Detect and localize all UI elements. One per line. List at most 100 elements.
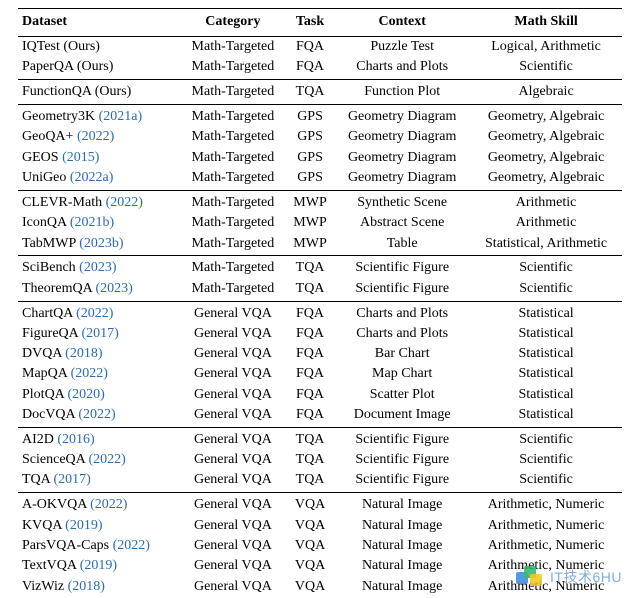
cell-task: MWP <box>286 213 334 233</box>
cell-skill: Arithmetic <box>470 190 622 213</box>
citation-link[interactable]: (2022) <box>76 306 113 321</box>
cell-skill: Arithmetic, Numeric <box>470 493 622 516</box>
cell-category: Math-Targeted <box>180 233 286 256</box>
citation-link[interactable]: (2022) <box>88 452 125 467</box>
cell-category: Math-Targeted <box>180 213 286 233</box>
dataset-name: GEOS <box>22 150 62 165</box>
cell-skill: Arithmetic, Numeric <box>470 536 622 556</box>
cell-context: Natural Image <box>334 576 470 596</box>
datasets-table: Dataset Category Task Context Math Skill… <box>18 8 622 598</box>
cell-dataset: GeoQA+ (2022) <box>18 127 180 147</box>
cell-context: Abstract Scene <box>334 213 470 233</box>
col-task: Task <box>286 9 334 37</box>
cell-context: Natural Image <box>334 536 470 556</box>
citation-link[interactable]: (2021a) <box>99 109 143 124</box>
cell-task: TQA <box>286 80 334 105</box>
cell-category: General VQA <box>180 536 286 556</box>
cell-dataset: DVQA (2018) <box>18 344 180 364</box>
cell-category: Math-Targeted <box>180 168 286 191</box>
cell-context: Natural Image <box>334 515 470 535</box>
cell-context: Puzzle Test <box>334 36 470 57</box>
cell-category: Math-Targeted <box>180 190 286 213</box>
cell-context: Charts and Plots <box>334 324 470 344</box>
cell-task: FQA <box>286 385 334 405</box>
citation-link[interactable]: (2022a) <box>70 170 114 185</box>
cell-dataset: ChartQA (2022) <box>18 301 180 324</box>
dataset-name: VizWiz <box>22 579 68 594</box>
dataset-name: DVQA <box>22 346 65 361</box>
cell-context: Scatter Plot <box>334 385 470 405</box>
citation-link[interactable]: (2017) <box>82 326 119 341</box>
citation-link[interactable]: (2019) <box>65 518 102 533</box>
citation-link[interactable]: (2021b) <box>70 215 114 230</box>
cell-category: General VQA <box>180 364 286 384</box>
citation-link[interactable]: (2023b) <box>79 236 123 251</box>
cell-context: Scientific Figure <box>334 470 470 493</box>
col-dataset: Dataset <box>18 9 180 37</box>
cell-context: Synthetic Scene <box>334 190 470 213</box>
cell-skill: Statistical <box>470 344 622 364</box>
citation-link[interactable]: (2023) <box>95 281 132 296</box>
citation-link[interactable]: (2022) <box>90 497 127 512</box>
citation-link[interactable]: (2017) <box>54 472 91 487</box>
citation-link[interactable]: (2022) <box>71 366 108 381</box>
cell-task: FQA <box>286 324 334 344</box>
citation-link[interactable]: (2022) <box>78 407 115 422</box>
dataset-name: TabMWP <box>22 236 79 251</box>
table-row: VizWiz (2018)General VQAVQANatural Image… <box>18 576 622 596</box>
cell-skill: Statistical, Arithmetic <box>470 233 622 256</box>
cell-context: Charts and Plots <box>334 57 470 80</box>
dataset-name: AI2D <box>22 432 57 447</box>
cell-skill: Arithmetic, Numeric <box>470 515 622 535</box>
cell-context: Function Plot <box>334 80 470 105</box>
cell-category: Math-Targeted <box>180 279 286 302</box>
table-row: ParsVQA-Caps (2022)General VQAVQANatural… <box>18 536 622 556</box>
cell-category: General VQA <box>180 344 286 364</box>
cell-skill: Geometry, Algebraic <box>470 127 622 147</box>
cell-task: GPS <box>286 105 334 128</box>
cell-context: Map Chart <box>334 364 470 384</box>
cell-context: Scientific Figure <box>334 450 470 470</box>
citation-link[interactable]: (2015) <box>62 150 99 165</box>
cell-task: VQA <box>286 515 334 535</box>
cell-skill: Statistical <box>470 364 622 384</box>
dataset-name: GeoQA+ <box>22 129 77 144</box>
cell-skill: Scientific <box>470 427 622 450</box>
citation-link[interactable]: (2019) <box>80 558 117 573</box>
table-row: IQTest (Ours)Math-TargetedFQAPuzzle Test… <box>18 36 622 57</box>
cell-context: Charts and Plots <box>334 301 470 324</box>
citation-link[interactable]: (2023) <box>79 260 116 275</box>
citation-link[interactable]: (2020) <box>68 387 105 402</box>
dataset-name: SciBench <box>22 260 79 275</box>
table-row: TQA (2017)General VQATQAScientific Figur… <box>18 470 622 493</box>
citation-link[interactable]: (2022) <box>106 195 143 210</box>
cell-dataset: TabMWP (2023b) <box>18 233 180 256</box>
col-category: Category <box>180 9 286 37</box>
cell-context: Geometry Diagram <box>334 127 470 147</box>
citation-link[interactable]: (2016) <box>57 432 94 447</box>
cell-dataset: ScienceQA (2022) <box>18 450 180 470</box>
cell-context: Table <box>334 233 470 256</box>
cell-task: GPS <box>286 127 334 147</box>
citation-link[interactable]: (2022) <box>113 538 150 553</box>
cell-context: Scientific Figure <box>334 279 470 302</box>
cell-context: Document Image <box>334 405 470 428</box>
citation-link[interactable]: (2022) <box>77 129 114 144</box>
table-body: IQTest (Ours)Math-TargetedFQAPuzzle Test… <box>18 36 622 598</box>
cell-category: Math-Targeted <box>180 80 286 105</box>
cell-skill: Logical, Arithmetic <box>470 36 622 57</box>
citation-link[interactable]: (2018) <box>68 579 105 594</box>
cell-task: TQA <box>286 427 334 450</box>
cell-skill: Scientific <box>470 57 622 80</box>
table-row: SciBench (2023)Math-TargetedTQAScientifi… <box>18 256 622 279</box>
table-row: A-OKVQA (2022)General VQAVQANatural Imag… <box>18 493 622 516</box>
cell-skill: Arithmetic <box>470 213 622 233</box>
cell-category: General VQA <box>180 301 286 324</box>
cell-dataset: FigureQA (2017) <box>18 324 180 344</box>
cell-skill: Scientific <box>470 256 622 279</box>
cell-dataset: IconQA (2021b) <box>18 213 180 233</box>
dataset-name: PlotQA <box>22 387 68 402</box>
cell-dataset: PlotQA (2020) <box>18 385 180 405</box>
citation-link[interactable]: (2018) <box>65 346 102 361</box>
dataset-name: DocVQA <box>22 407 78 422</box>
